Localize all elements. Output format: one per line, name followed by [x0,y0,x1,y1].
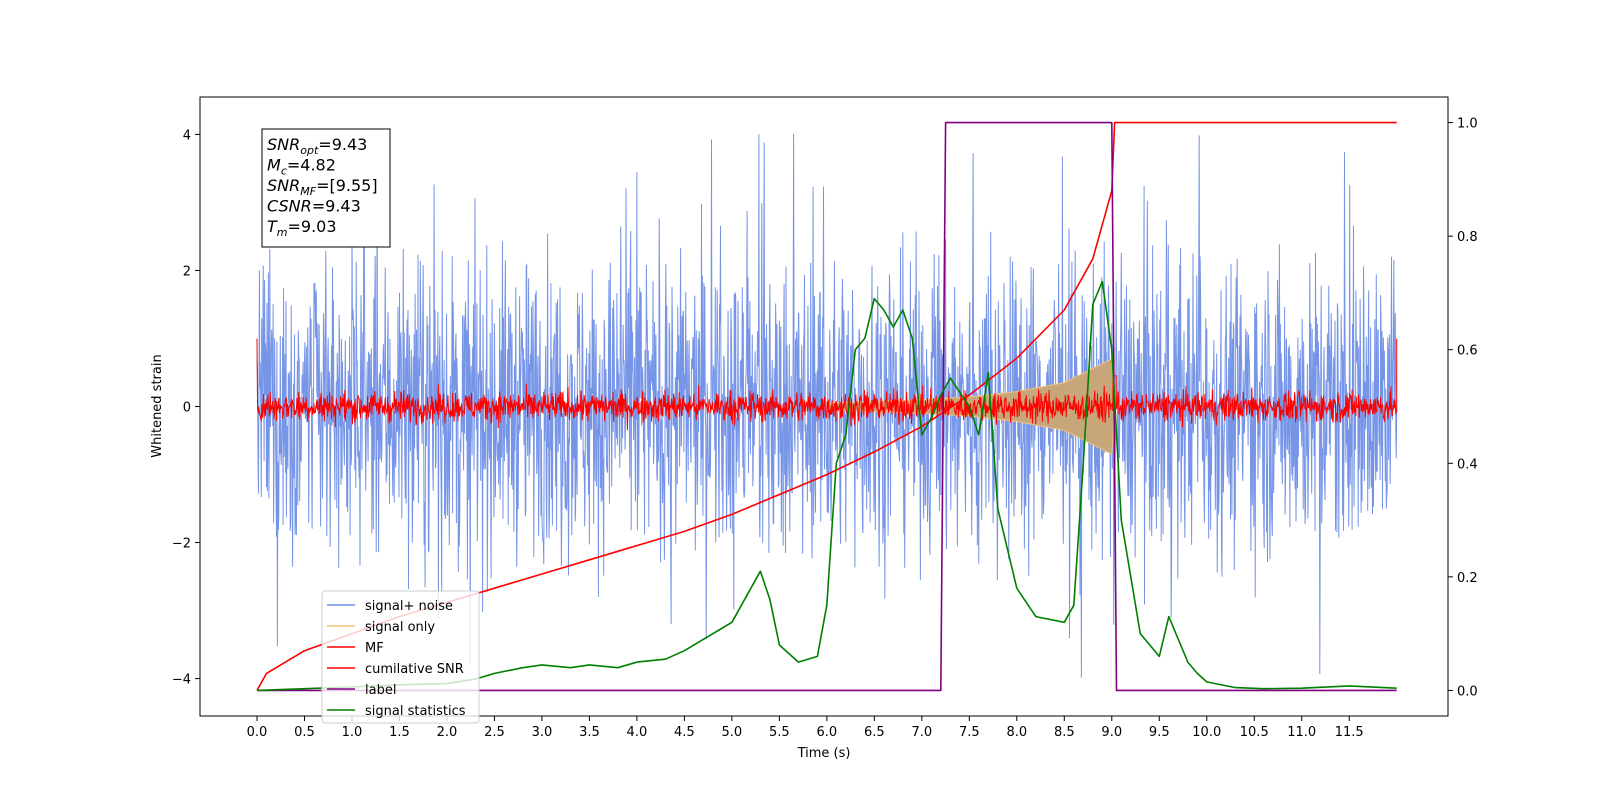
legend-label: signal+ noise [365,599,453,614]
y-tick-label: −4 [172,673,191,688]
x-tick-label: 3.0 [532,725,553,740]
annotation-symbol: SNR [267,176,300,195]
annotation-frame [261,128,391,248]
y-tick-label: 4 [183,128,191,143]
x-tick-label: 11.0 [1287,725,1316,740]
y2-tick-label: 0.2 [1457,571,1478,586]
annotation-value: =4.82 [287,156,336,175]
legend-label: signal statistics [365,704,466,719]
legend-label: signal only [365,620,435,635]
x-tick-label: 6.5 [864,725,885,740]
legend-label: label [365,683,396,698]
x-tick-label: 3.5 [579,725,600,740]
y2-tick-label: 1.0 [1457,117,1478,132]
annotation-subscript: c [281,165,287,178]
x-tick-label: 7.5 [959,725,980,740]
x-tick-label: 6.0 [817,725,838,740]
series-label-line [257,121,1397,692]
x-tick-label: 4.0 [627,725,648,740]
legend-label: cumilative SNR [365,662,464,677]
annotation-value: =[9.55] [316,176,378,195]
x-tick-label: 8.5 [1054,725,1075,740]
x-tick-label: 10.0 [1192,725,1221,740]
y2-tick-label: 0.6 [1457,344,1478,359]
series-signal-noise-line [256,133,1398,678]
y-tick-label: −2 [172,537,191,552]
annotation-symbol: T [267,217,278,236]
annotation-symbol: SNR [267,135,300,154]
annotation-subscript: opt [300,144,319,157]
x-tick-label: 0.0 [247,725,268,740]
series-mf-line [256,338,1398,431]
y-tick-label: 0 [183,401,191,416]
annotation-value: =9.43 [312,197,361,216]
y-axis-right: 1.0 0.8 0.6 0.4 0.2 0.0 [1448,117,1478,699]
x-tick-label: 0.5 [294,725,315,740]
legend: signal+ noise signal only MF cumilative SNR… [321,590,480,724]
x-axis-label: Time (s) [797,746,851,761]
legend-frame [321,590,480,724]
x-tick-label: 5.0 [722,725,743,740]
annotation-line: SNRopt=9.43 [267,135,367,157]
annotation-line: SNRMF=[9.55] [267,176,378,198]
x-tick-label: 11.5 [1335,725,1364,740]
x-tick-label: 2.0 [437,725,458,740]
y2-tick-label: 0.0 [1457,684,1478,699]
annotation-symbol: CSNR [267,197,312,216]
x-tick-label: 10.5 [1240,725,1269,740]
x-tick-label: 8.0 [1006,725,1027,740]
x-axis: 0.0 0.5 1.0 1.5 2.0 2.5 3.0 3.5 4.0 4.5 5.0 5.5 6.0 6… [247,716,1364,740]
x-tick-label: 1.5 [389,725,410,740]
annotation-box: SNRopt=9.43Mc=4.82SNRMF=[9.55]CSNR=9.43T… [261,128,391,248]
annotation-line: CSNR=9.43 [267,197,361,216]
x-tick-label: 7.0 [911,725,932,740]
series-signal-statistics-line [256,280,1397,692]
x-tick-label: 1.0 [342,725,363,740]
x-tick-label: 9.5 [1149,725,1170,740]
legend-label: MF [365,641,384,656]
annotation-value: =9.03 [288,217,337,236]
y2-tick-label: 0.4 [1457,457,1478,472]
annotation-symbol: M [267,156,281,175]
y-tick-label: 2 [183,264,191,279]
annotation-value: =9.43 [318,135,367,154]
annotation-subscript: m [277,226,288,239]
y2-tick-label: 0.8 [1457,230,1478,245]
x-tick-label: 4.5 [674,725,695,740]
annotation-line: Mc=4.82 [267,156,336,178]
y-axis-label: Whitened strain [150,354,165,457]
annotation-line: Tm=9.03 [267,217,337,239]
annotation-subscript: MF [300,185,316,198]
x-tick-label: 2.5 [484,725,505,740]
x-tick-label: 9.0 [1101,725,1122,740]
y-axis-left: 4 2 0 −2 −4 [172,128,200,688]
x-tick-label: 5.5 [769,725,790,740]
